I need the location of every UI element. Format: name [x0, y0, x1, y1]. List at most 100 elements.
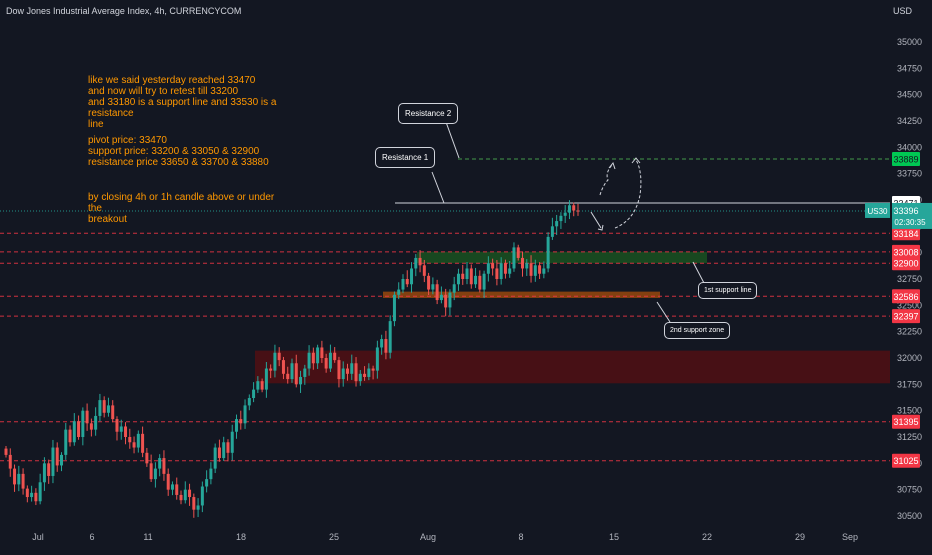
candle[interactable] [200, 481, 204, 513]
candle[interactable] [59, 452, 63, 472]
annotation-text-2[interactable]: pivot price: 33470 support price: 33200 … [88, 135, 269, 168]
candle[interactable] [13, 464, 17, 492]
candle[interactable] [486, 256, 490, 282]
candle[interactable] [363, 366, 367, 381]
candle[interactable] [495, 260, 499, 286]
candle[interactable] [375, 340, 379, 379]
candle[interactable] [119, 419, 123, 440]
callout-resistance-2[interactable]: Resistance 2 [398, 103, 459, 124]
candle[interactable] [25, 485, 29, 503]
candle[interactable] [64, 422, 68, 460]
candle[interactable] [478, 270, 482, 293]
candle[interactable] [145, 447, 149, 467]
candle[interactable] [550, 217, 554, 240]
candle[interactable] [337, 356, 341, 388]
candle[interactable] [269, 364, 273, 379]
candle[interactable] [4, 445, 8, 458]
candle[interactable] [42, 457, 46, 491]
candle[interactable] [320, 340, 324, 363]
candle[interactable] [401, 274, 405, 294]
candle[interactable] [448, 289, 452, 316]
zone-2nd-support-zone[interactable] [383, 291, 660, 298]
candle[interactable] [474, 267, 478, 288]
candle[interactable] [392, 291, 396, 327]
price-tag-33184[interactable]: 33184 [892, 226, 920, 241]
candle[interactable] [260, 378, 264, 393]
candle[interactable] [124, 422, 128, 445]
candle[interactable] [456, 268, 460, 291]
candle[interactable] [533, 259, 537, 282]
candle[interactable] [239, 410, 243, 430]
candle[interactable] [503, 259, 507, 279]
candle[interactable] [427, 272, 431, 296]
candle[interactable] [196, 498, 200, 518]
candle[interactable] [367, 363, 371, 381]
candle[interactable] [51, 439, 55, 484]
price-tag-33889[interactable]: 33889 [892, 152, 920, 167]
candle[interactable] [444, 288, 448, 317]
price-tag-31395[interactable]: 31395 [892, 414, 920, 429]
candle[interactable] [38, 473, 42, 505]
candle[interactable] [508, 260, 512, 278]
candle[interactable] [546, 232, 550, 273]
candle[interactable] [384, 330, 388, 360]
candle[interactable] [235, 414, 239, 439]
candle[interactable] [256, 376, 260, 393]
candle[interactable] [410, 262, 414, 293]
price-tag-32397[interactable]: 32397 [892, 309, 920, 324]
candle[interactable] [243, 399, 247, 429]
candle[interactable] [435, 279, 439, 305]
candle[interactable] [226, 439, 230, 462]
candle[interactable] [192, 493, 196, 518]
candle[interactable] [491, 258, 495, 276]
zone-demand-zone[interactable] [255, 350, 890, 384]
candle[interactable] [217, 439, 221, 462]
candle[interactable] [461, 264, 465, 285]
candle[interactable] [307, 345, 311, 376]
candle[interactable] [388, 315, 392, 359]
candle[interactable] [102, 396, 106, 418]
candle[interactable] [418, 250, 422, 273]
candle[interactable] [371, 365, 375, 380]
candle[interactable] [516, 244, 520, 261]
candle[interactable] [542, 261, 546, 279]
candle[interactable] [380, 334, 384, 355]
candle[interactable] [149, 454, 153, 482]
candle[interactable] [188, 483, 192, 506]
candle[interactable] [439, 286, 443, 304]
candle[interactable] [162, 450, 166, 481]
candle[interactable] [555, 214, 559, 235]
candle[interactable] [277, 347, 281, 367]
candle[interactable] [405, 270, 409, 288]
candle[interactable] [132, 436, 136, 454]
candle[interactable] [166, 468, 170, 496]
candle[interactable] [34, 488, 38, 506]
price-tag-33008[interactable]: 33008 [892, 244, 920, 259]
candle[interactable] [563, 205, 567, 223]
candle[interactable] [431, 277, 435, 295]
callout-support-2[interactable]: 2nd support zone [664, 322, 731, 339]
candle[interactable] [512, 242, 516, 272]
candle[interactable] [567, 200, 571, 220]
callout-support-1[interactable]: 1st support line [698, 282, 758, 299]
candle[interactable] [21, 468, 25, 495]
candle[interactable] [85, 403, 89, 431]
candle[interactable] [316, 344, 320, 369]
candle[interactable] [294, 354, 298, 388]
candle[interactable] [559, 212, 563, 229]
candle[interactable] [209, 462, 213, 485]
candle[interactable] [273, 344, 277, 378]
candle[interactable] [324, 353, 328, 373]
candle[interactable] [77, 415, 81, 440]
annotation-text-3[interactable]: by closing 4h or 1h candle above or unde… [88, 192, 275, 225]
candle[interactable] [354, 357, 358, 387]
candle[interactable] [141, 426, 145, 458]
candle[interactable] [128, 428, 132, 449]
candle[interactable] [482, 270, 486, 299]
candle[interactable] [170, 481, 174, 496]
candle[interactable] [303, 364, 307, 385]
candle[interactable] [72, 413, 76, 446]
candle[interactable] [538, 262, 542, 279]
annotation-text-1[interactable]: like we said yesterday reached 33470 and… [88, 75, 277, 130]
candle[interactable] [299, 370, 303, 393]
